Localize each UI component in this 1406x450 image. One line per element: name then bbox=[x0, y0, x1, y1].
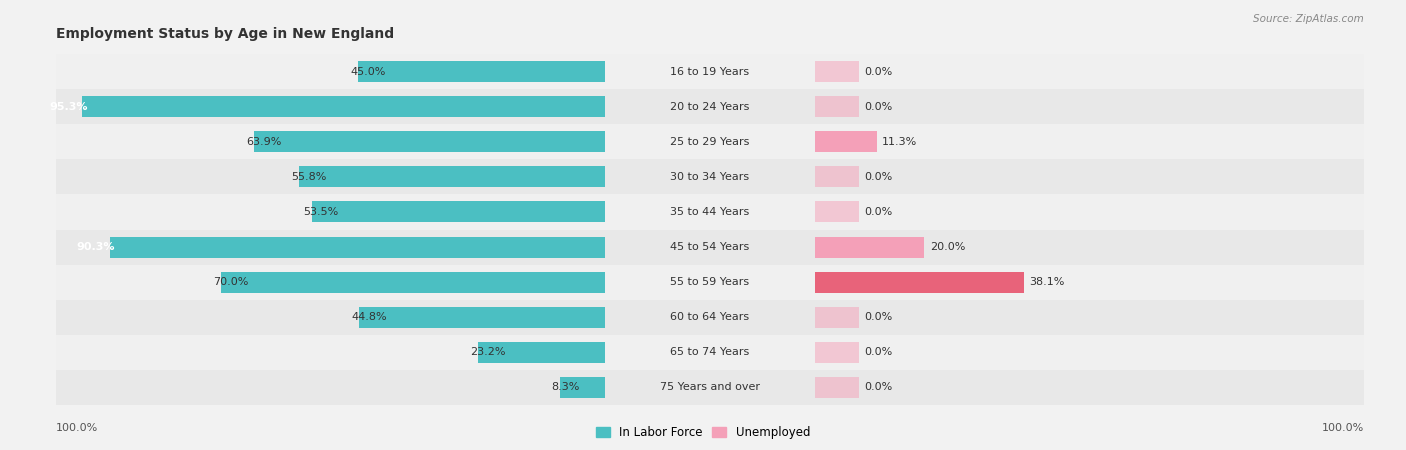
Bar bbox=[359, 61, 606, 82]
Bar bbox=[814, 131, 877, 152]
Bar bbox=[0, 54, 1406, 89]
Bar bbox=[0, 124, 1406, 159]
Bar bbox=[254, 131, 606, 152]
Text: 70.0%: 70.0% bbox=[212, 277, 247, 287]
Text: 11.3%: 11.3% bbox=[882, 137, 918, 147]
Bar bbox=[0, 335, 1406, 370]
Bar bbox=[0, 89, 1406, 124]
Text: 25 to 29 Years: 25 to 29 Years bbox=[671, 137, 749, 147]
Bar bbox=[0, 300, 1406, 335]
Text: 53.5%: 53.5% bbox=[304, 207, 339, 217]
Bar bbox=[0, 159, 1406, 194]
Bar bbox=[814, 166, 859, 187]
Text: 0.0%: 0.0% bbox=[865, 382, 893, 392]
Bar bbox=[814, 342, 859, 363]
Text: 55.8%: 55.8% bbox=[291, 172, 326, 182]
Legend: In Labor Force, Unemployed: In Labor Force, Unemployed bbox=[591, 422, 815, 444]
Text: 0.0%: 0.0% bbox=[865, 102, 893, 112]
Bar bbox=[0, 194, 1406, 230]
Bar bbox=[0, 370, 1406, 405]
Bar bbox=[0, 124, 1406, 159]
Bar bbox=[0, 265, 1406, 300]
Text: 0.0%: 0.0% bbox=[865, 312, 893, 322]
Text: 8.3%: 8.3% bbox=[551, 382, 581, 392]
Bar bbox=[0, 300, 1406, 335]
Text: 16 to 19 Years: 16 to 19 Years bbox=[671, 67, 749, 76]
Text: 90.3%: 90.3% bbox=[76, 242, 115, 252]
Bar bbox=[814, 237, 925, 257]
Bar bbox=[814, 61, 859, 82]
Bar bbox=[0, 265, 1406, 300]
Bar bbox=[814, 202, 859, 222]
Text: 63.9%: 63.9% bbox=[246, 137, 281, 147]
Text: 60 to 64 Years: 60 to 64 Years bbox=[671, 312, 749, 322]
Bar bbox=[0, 89, 1406, 124]
Text: 30 to 34 Years: 30 to 34 Years bbox=[671, 172, 749, 182]
Text: 44.8%: 44.8% bbox=[352, 312, 387, 322]
Bar bbox=[814, 377, 859, 398]
Bar bbox=[814, 272, 1024, 292]
Bar bbox=[0, 230, 1406, 265]
Bar bbox=[0, 230, 1406, 265]
Text: 55 to 59 Years: 55 to 59 Years bbox=[671, 277, 749, 287]
Bar bbox=[0, 370, 1406, 405]
Bar bbox=[312, 202, 606, 222]
Text: 45 to 54 Years: 45 to 54 Years bbox=[671, 242, 749, 252]
Bar bbox=[0, 54, 1406, 89]
Bar bbox=[0, 194, 1406, 230]
Bar bbox=[221, 272, 606, 292]
Bar bbox=[110, 237, 606, 257]
Bar bbox=[0, 89, 1406, 124]
Bar bbox=[0, 54, 1406, 89]
Bar bbox=[814, 96, 859, 117]
Bar bbox=[0, 370, 1406, 405]
Bar bbox=[0, 335, 1406, 370]
Text: 0.0%: 0.0% bbox=[865, 172, 893, 182]
Text: 100.0%: 100.0% bbox=[1322, 423, 1364, 433]
Text: 45.0%: 45.0% bbox=[350, 67, 385, 76]
Text: 0.0%: 0.0% bbox=[865, 67, 893, 76]
Bar bbox=[299, 166, 606, 187]
Text: 100.0%: 100.0% bbox=[56, 423, 98, 433]
Text: 38.1%: 38.1% bbox=[1029, 277, 1064, 287]
Bar bbox=[478, 342, 606, 363]
Bar bbox=[360, 307, 606, 328]
Bar bbox=[82, 96, 606, 117]
Bar bbox=[560, 377, 606, 398]
Text: 95.3%: 95.3% bbox=[49, 102, 87, 112]
Bar bbox=[0, 300, 1406, 335]
Bar bbox=[0, 335, 1406, 370]
Text: 65 to 74 Years: 65 to 74 Years bbox=[671, 347, 749, 357]
Bar bbox=[0, 159, 1406, 194]
Bar bbox=[0, 230, 1406, 265]
Text: 23.2%: 23.2% bbox=[470, 347, 505, 357]
Text: 0.0%: 0.0% bbox=[865, 207, 893, 217]
Bar bbox=[0, 265, 1406, 300]
Text: 20.0%: 20.0% bbox=[929, 242, 966, 252]
Text: 75 Years and over: 75 Years and over bbox=[659, 382, 761, 392]
Text: 35 to 44 Years: 35 to 44 Years bbox=[671, 207, 749, 217]
Text: 0.0%: 0.0% bbox=[865, 347, 893, 357]
Bar bbox=[0, 124, 1406, 159]
Bar bbox=[814, 307, 859, 328]
Text: Employment Status by Age in New England: Employment Status by Age in New England bbox=[56, 27, 394, 41]
Bar bbox=[0, 194, 1406, 230]
Bar bbox=[0, 159, 1406, 194]
Text: 20 to 24 Years: 20 to 24 Years bbox=[671, 102, 749, 112]
Text: Source: ZipAtlas.com: Source: ZipAtlas.com bbox=[1253, 14, 1364, 23]
